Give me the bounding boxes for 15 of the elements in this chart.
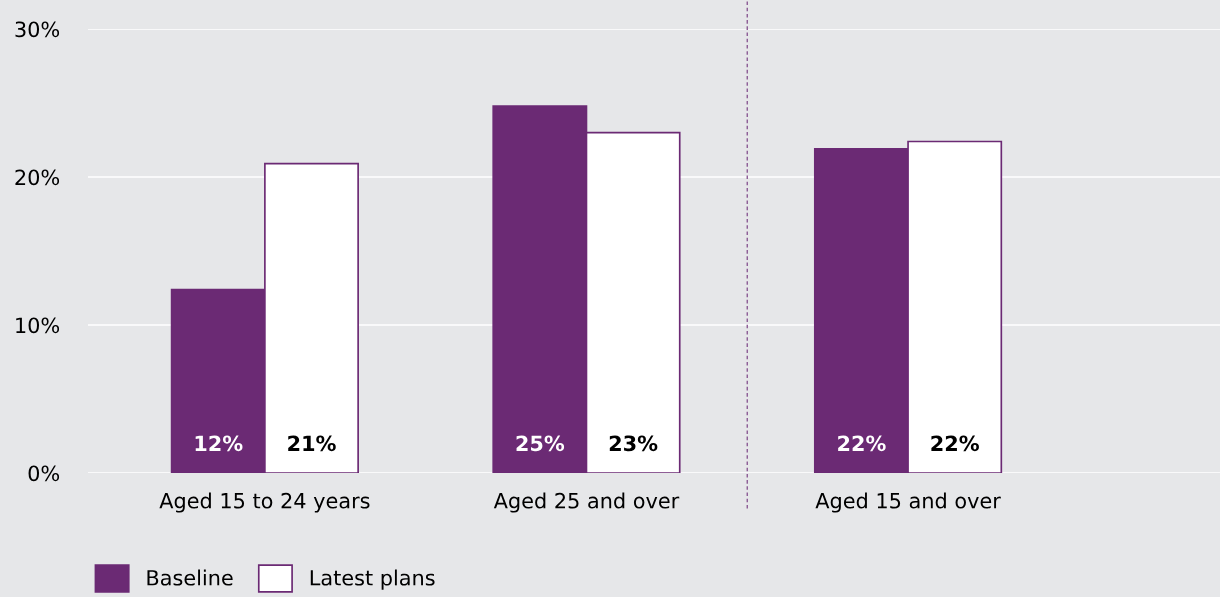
data-label: 21%	[288, 435, 336, 452]
x-tick-label: Aged 25 and over	[493, 492, 680, 513]
data-label: 25%	[516, 435, 565, 452]
legend-label: Latest plans	[310, 569, 435, 590]
data-label: 23%	[609, 435, 658, 452]
y-tick-label: 20%	[15, 169, 60, 186]
data-label: 22%	[838, 435, 886, 452]
x-tick-label: Aged 15 to 24 years	[159, 492, 370, 513]
data-label: 22%	[931, 435, 979, 452]
y-tick-label: 0%	[28, 465, 60, 482]
x-tick-label: Aged 15 and over	[815, 492, 1001, 513]
y-tick-label: 10%	[16, 317, 60, 334]
legend-label: Baseline	[147, 569, 233, 586]
data-label: 12%	[195, 435, 243, 452]
y-tick-label: 30%	[15, 21, 60, 38]
